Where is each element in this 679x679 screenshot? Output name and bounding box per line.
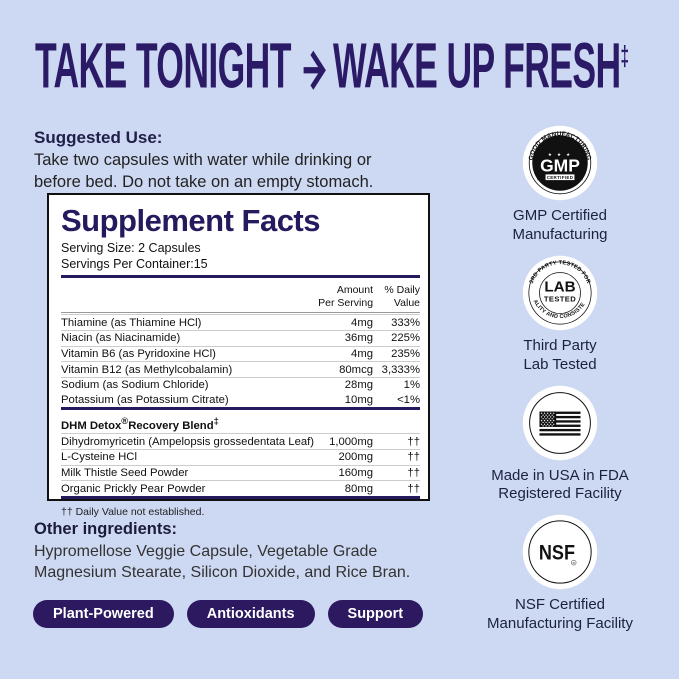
svg-text:LAB: LAB (544, 278, 575, 295)
svg-text:★: ★ (580, 177, 584, 181)
svg-text:★: ★ (536, 177, 540, 181)
svg-text:TESTED: TESTED (544, 294, 576, 303)
svg-text:·: · (578, 291, 580, 296)
svg-text:·: · (540, 291, 542, 296)
svg-text:GMP: GMP (540, 155, 580, 175)
svg-text:CERTIFIED: CERTIFIED (547, 175, 574, 180)
svg-text:NSF: NSF (539, 542, 575, 566)
